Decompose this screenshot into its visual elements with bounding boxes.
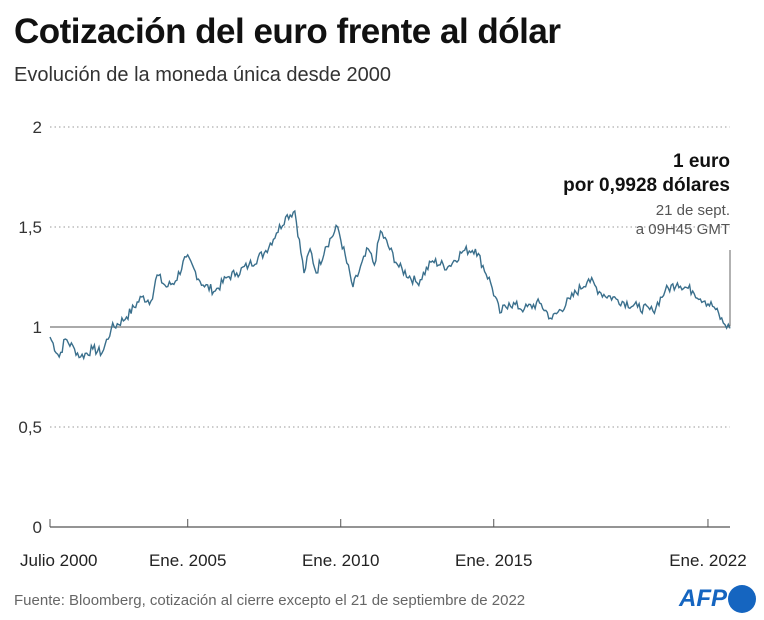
annotation-line2: por 0,9928 dólares — [563, 175, 730, 196]
y-tick-label: 2 — [33, 118, 42, 137]
series-line-eurusd — [49, 209, 731, 361]
x-tick-label: Ene. 2010 — [302, 551, 380, 570]
annotation-line1: 1 euro — [672, 151, 730, 172]
chart-subtitle: Evolución de la moneda única desde 2000 — [14, 64, 391, 86]
y-tick-label: 0,5 — [18, 418, 42, 437]
y-tick-label: 1,5 — [18, 218, 42, 237]
annotation-line3: 21 de sept. — [655, 202, 730, 219]
annotation-value: 1 euro por 0,9928 dólares — [563, 150, 730, 198]
chart-title: Cotización del euro frente al dólar — [14, 12, 561, 51]
x-tick-label: Julio 2000 — [20, 551, 98, 570]
afp-logo-circle-icon — [728, 585, 756, 613]
afp-logo-text: AFP — [679, 585, 727, 612]
x-tick-label: Ene. 2022 — [669, 551, 747, 570]
x-tick-label: Ene. 2005 — [149, 551, 227, 570]
source-note: Fuente: Bloomberg, cotización al cierre … — [14, 592, 526, 609]
annotation-line4: a 09H45 GMT — [635, 221, 730, 238]
y-tick-label: 1 — [33, 318, 42, 337]
annotation-date: 21 de sept. a 09H45 GMT — [636, 201, 730, 239]
y-tick-label: 0 — [33, 518, 42, 537]
afp-logo: AFP — [679, 585, 756, 613]
x-tick-label: Ene. 2015 — [455, 551, 533, 570]
